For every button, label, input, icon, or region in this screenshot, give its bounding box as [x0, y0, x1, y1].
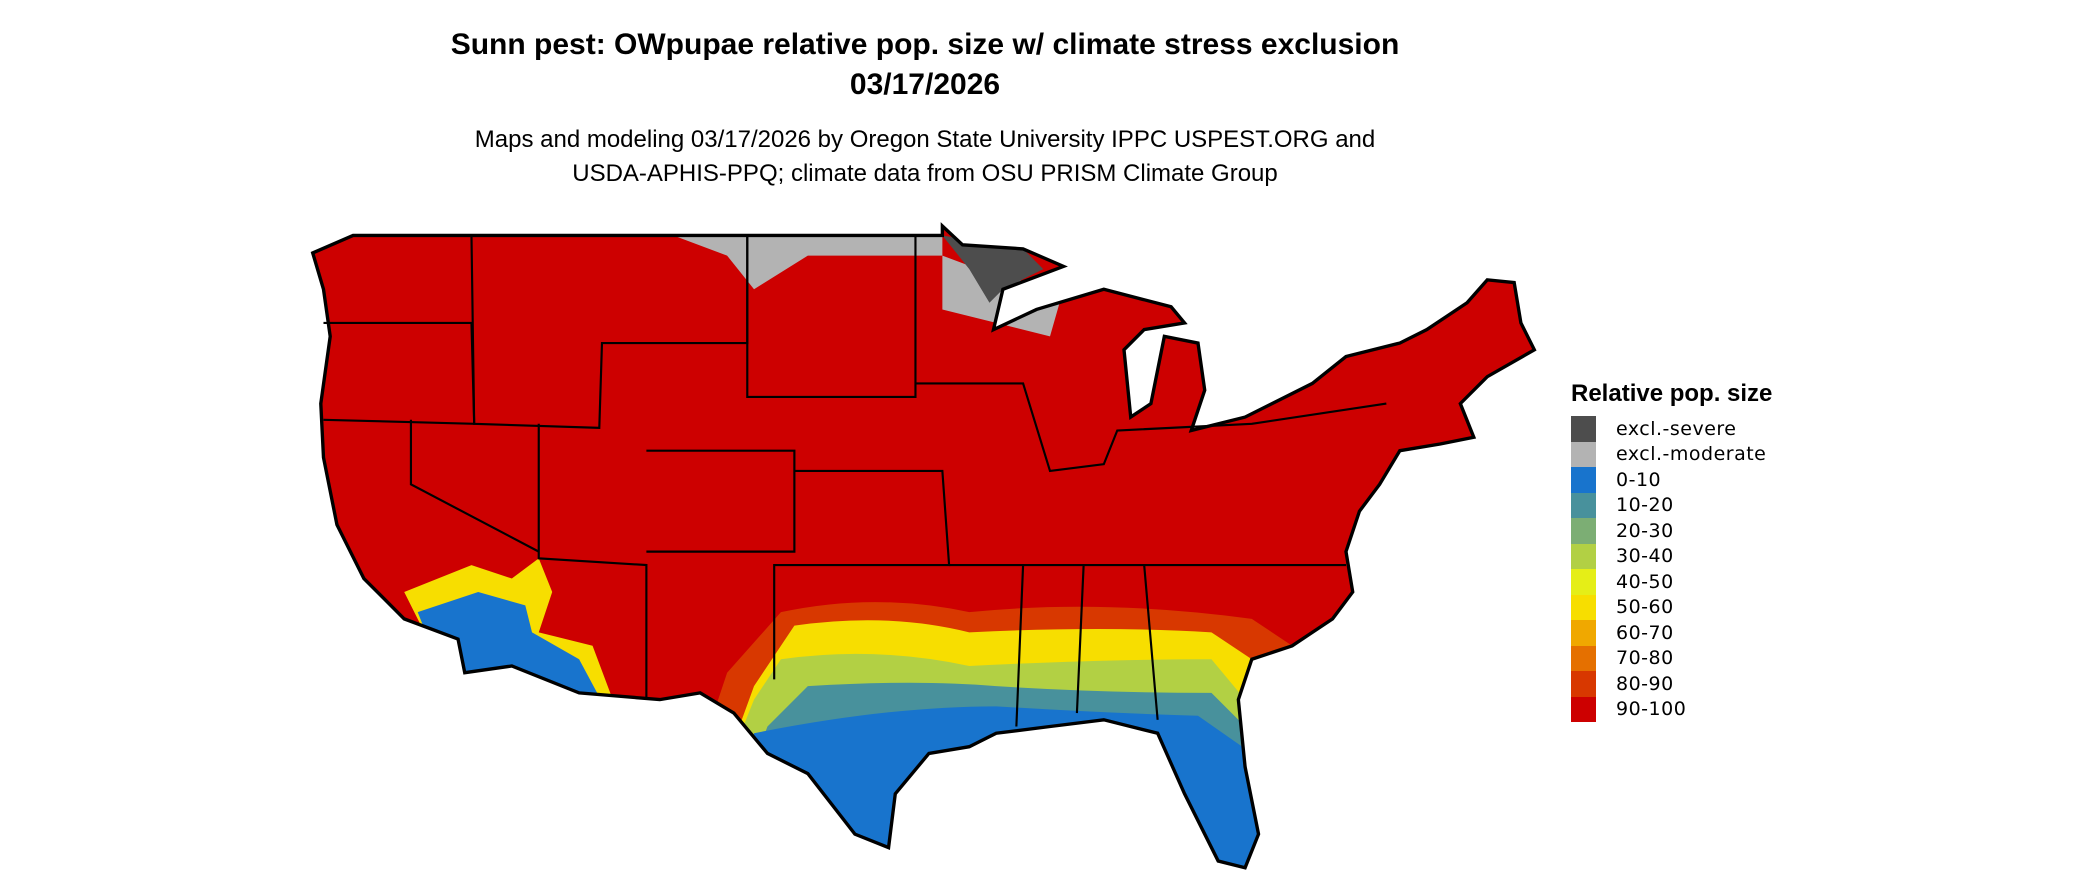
- legend-swatch: [1571, 594, 1596, 620]
- legend-label: 40-50: [1616, 570, 1674, 593]
- legend-item: 50-60: [1571, 594, 1772, 620]
- legend-swatch: [1571, 416, 1596, 442]
- state-borders: [323, 235, 1387, 727]
- legend-label: 70-80: [1616, 647, 1674, 670]
- legend-item: 80-90: [1571, 671, 1772, 697]
- legend-label: 0-10: [1616, 468, 1662, 491]
- legend: Relative pop. size excl.-severe excl.-mod…: [1571, 380, 1772, 722]
- legend-swatch: [1571, 569, 1596, 595]
- legend-swatch: [1571, 467, 1596, 493]
- legend-label: 50-60: [1616, 596, 1674, 619]
- legend-swatch: [1571, 645, 1596, 671]
- legend-label: 80-90: [1616, 672, 1674, 695]
- legend-label: 30-40: [1616, 545, 1674, 568]
- legend-item: excl.-severe: [1571, 416, 1772, 442]
- legend-swatch: [1571, 518, 1596, 544]
- subtitle-line-2: USDA-APHIS-PPQ; climate data from OSU PR…: [572, 160, 1278, 187]
- legend-label: excl.-moderate: [1616, 443, 1767, 466]
- zone-excl-severe: [942, 235, 1044, 303]
- legend-title: Relative pop. size: [1571, 380, 1773, 407]
- legend-label: 90-100: [1616, 698, 1687, 721]
- legend-swatch: [1571, 441, 1596, 467]
- legend-item: 30-40: [1571, 543, 1772, 569]
- legend-item: excl.-moderate: [1571, 441, 1772, 467]
- map-date: 03/17/2026: [849, 68, 1001, 101]
- legend-item: 40-50: [1571, 569, 1772, 595]
- legend-item: 60-70: [1571, 620, 1772, 646]
- zone-excl-moderate: [673, 235, 1064, 337]
- legend-item: 90-100: [1571, 696, 1772, 722]
- map-title: Sunn pest: OWpupae relative pop. size w/…: [450, 28, 1400, 61]
- legend-label: 60-70: [1616, 621, 1674, 644]
- legend-item: 10-20: [1571, 492, 1772, 518]
- legend-swatch: [1571, 620, 1596, 646]
- legend-label: 10-20: [1616, 494, 1674, 517]
- legend-label: 20-30: [1616, 519, 1674, 542]
- legend-item: 20-30: [1571, 518, 1772, 544]
- legend-swatch: [1571, 543, 1596, 569]
- legend-swatch: [1571, 696, 1596, 722]
- legend-swatch: [1571, 492, 1596, 518]
- subtitle-line-1: Maps and modeling 03/17/2026 by Oregon S…: [474, 126, 1376, 153]
- legend-item: 70-80: [1571, 645, 1772, 671]
- legend-label: excl.-severe: [1616, 417, 1737, 440]
- legend-swatch: [1571, 671, 1596, 697]
- legend-item: 0-10: [1571, 467, 1772, 493]
